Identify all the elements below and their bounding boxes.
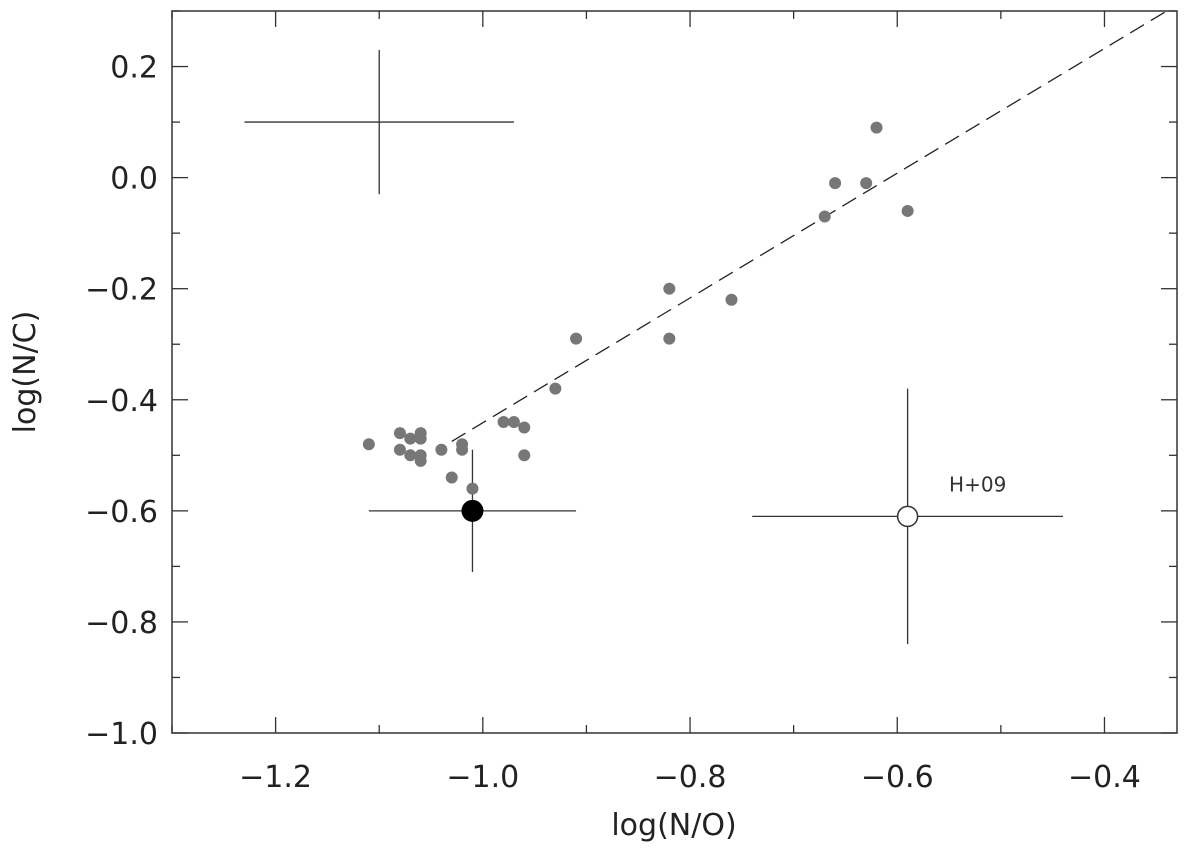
y-tick-label: −0.6 [85, 495, 158, 530]
x-axis-tick-labels: −1.2 −1.0 −0.8 −0.6 −0.4 [239, 760, 1141, 795]
y-tick-label: −1.0 [85, 717, 158, 752]
data-point [725, 293, 738, 306]
data-point [456, 443, 469, 456]
data-point [518, 421, 531, 434]
x-tick-label: −1.2 [239, 760, 312, 795]
x-axis-label: log(N/O) [611, 808, 736, 843]
data-point [404, 449, 417, 462]
data-point [445, 471, 458, 484]
error-bars-layer [244, 49, 1064, 645]
annotations-layer: H+09 [949, 472, 1006, 496]
y-tick-label: −0.4 [85, 384, 158, 419]
x-tick-label: −0.6 [861, 760, 934, 795]
plot-frame [171, 10, 1178, 734]
fit-line-layer [451, 10, 1167, 442]
data-point [435, 443, 448, 456]
data-point [818, 210, 831, 223]
y-tick-label: −0.2 [85, 273, 158, 308]
data-point [507, 415, 520, 428]
comparison-data-point [896, 505, 919, 528]
data-point [570, 332, 583, 345]
fit-line [451, 10, 1167, 442]
y-tick-label: 0.0 [110, 162, 158, 197]
data-point [393, 443, 406, 456]
x-axis-ticks [171, 11, 1106, 733]
data-point [663, 282, 676, 295]
data-point [414, 454, 427, 467]
x-tick-label: −1.0 [446, 760, 519, 795]
data-point [829, 177, 842, 190]
data-point [549, 382, 562, 395]
data-points-layer [362, 121, 919, 528]
data-point [901, 204, 914, 217]
data-point [414, 432, 427, 445]
y-tick-label: −0.8 [85, 606, 158, 641]
x-tick-label: −0.4 [1068, 760, 1141, 795]
y-axis-tick-labels: −1.0 −0.8 −0.6 −0.4 −0.2 0.0 0.2 [85, 51, 158, 752]
data-point [518, 449, 531, 462]
data-point [393, 427, 406, 440]
data-point [663, 332, 676, 345]
point-annotation: H+09 [949, 472, 1006, 496]
data-point [362, 438, 375, 451]
y-tick-label: 0.2 [110, 51, 158, 86]
data-point [860, 177, 873, 190]
highlighted-data-point [461, 499, 484, 522]
data-point [497, 415, 510, 428]
x-tick-label: −0.8 [654, 760, 727, 795]
data-point [404, 432, 417, 445]
data-point [466, 482, 479, 495]
data-point [870, 121, 883, 134]
y-axis-label: log(N/C) [8, 311, 43, 434]
y-axis-ticks [172, 10, 1177, 734]
